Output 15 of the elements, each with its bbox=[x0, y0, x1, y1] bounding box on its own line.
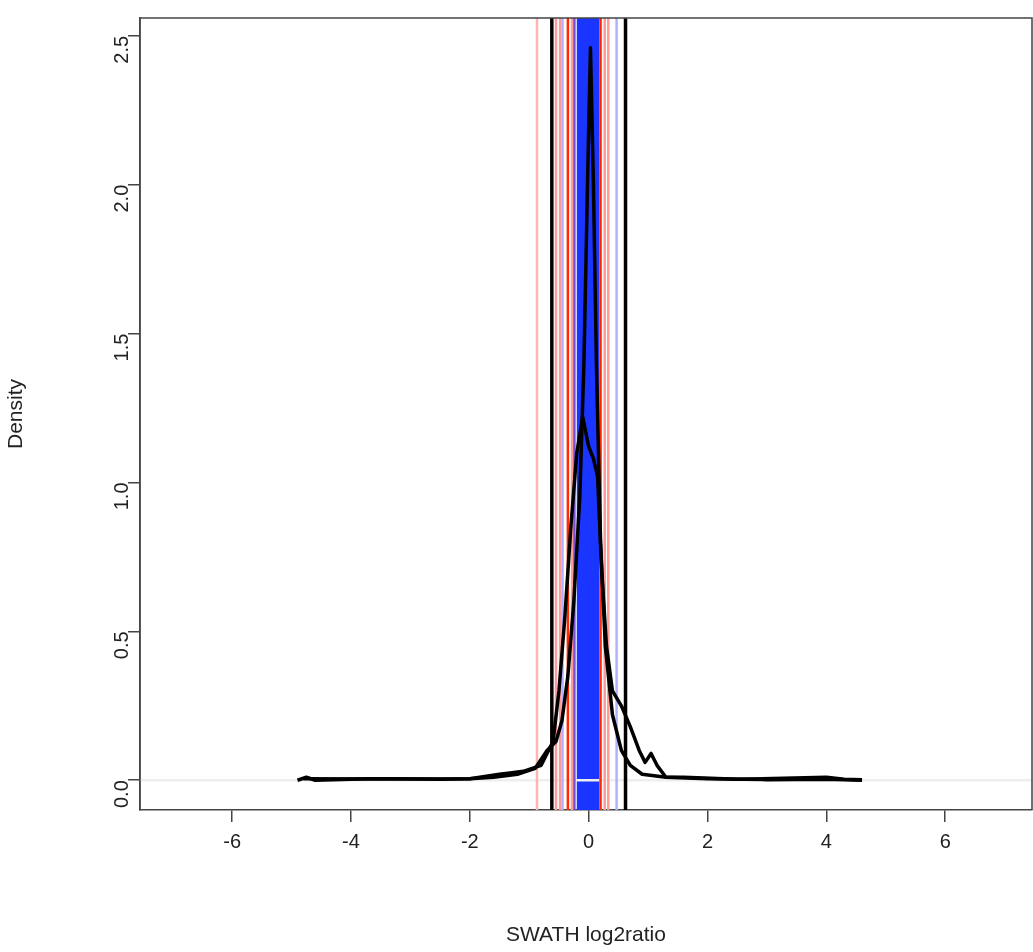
x-axis-title: SWATH log2ratio bbox=[506, 922, 666, 946]
y-tick-label: 1.5 bbox=[109, 333, 132, 362]
x-tick-label: -4 bbox=[342, 829, 360, 852]
y-tick-label: 2.5 bbox=[109, 35, 132, 64]
y-tick-label: 0.0 bbox=[109, 780, 132, 809]
y-tick-label: 1.0 bbox=[109, 482, 132, 511]
y-tick-label: 0.5 bbox=[109, 631, 132, 660]
y-axis-title: Density bbox=[3, 378, 27, 450]
y-tick-label: 2.0 bbox=[109, 184, 132, 213]
x-tick-label: 2 bbox=[701, 829, 714, 852]
x-tick-label: 4 bbox=[820, 829, 832, 852]
x-tick-label: 6 bbox=[939, 829, 951, 852]
x-tick-label: -6 bbox=[223, 829, 242, 852]
x-tick-label: -2 bbox=[460, 829, 479, 852]
x-tick-label: 0 bbox=[583, 829, 595, 852]
